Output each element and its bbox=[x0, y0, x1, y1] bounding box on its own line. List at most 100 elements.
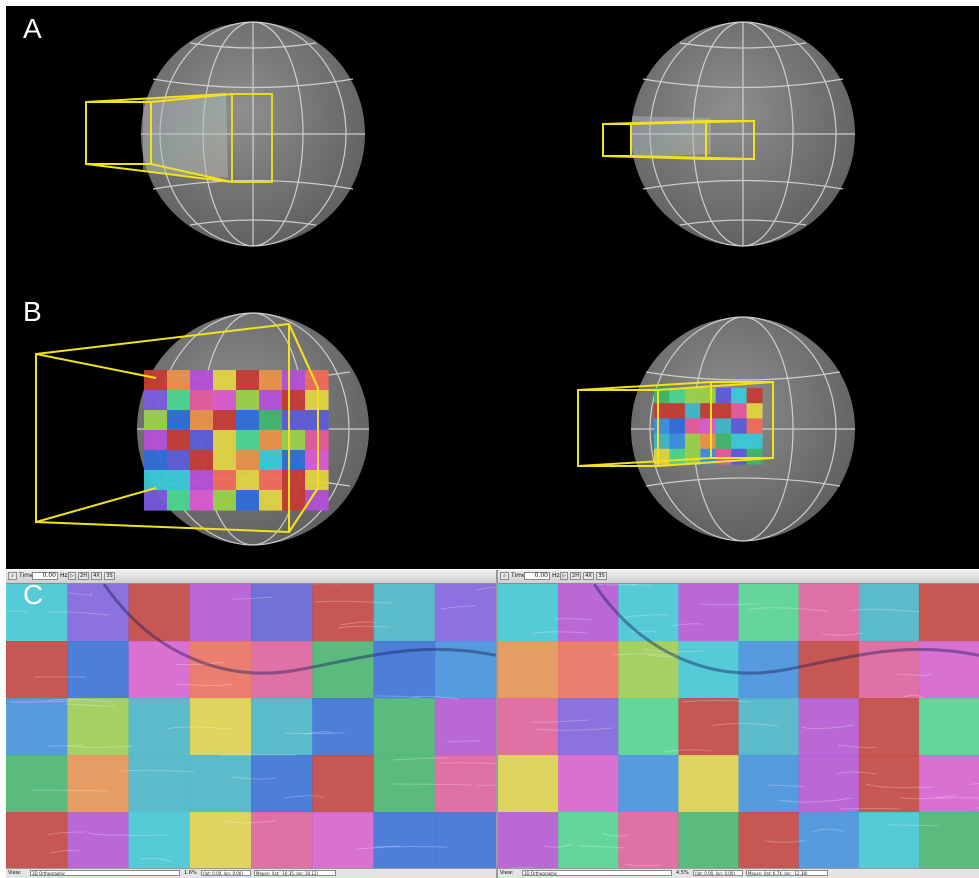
mouse-readout: Mouse: (lat: 6.74, lon: -12.38) bbox=[746, 870, 828, 876]
map-view-right: ⌕ Time: 0.00 Hz ▷ 2H 4X 3S View: 3D Orth… bbox=[496, 570, 979, 878]
map-tile bbox=[312, 698, 375, 756]
toolbar-button-2[interactable]: 4X bbox=[583, 572, 594, 580]
map-tile bbox=[746, 448, 763, 465]
map-tile bbox=[189, 755, 252, 813]
magnifier-icon[interactable]: ⌕ bbox=[8, 572, 17, 580]
map-tile bbox=[67, 641, 130, 699]
toolbar-left: ⌕ Time: 0.00 Hz ▷ 2H 4X 3S bbox=[6, 570, 496, 584]
map-tile bbox=[259, 410, 283, 431]
map-tile bbox=[144, 450, 168, 471]
map-tile bbox=[251, 641, 313, 699]
map-tile bbox=[618, 812, 679, 869]
map-tile bbox=[434, 584, 496, 642]
map-tile bbox=[498, 584, 559, 642]
map-tile bbox=[918, 584, 979, 642]
terrain-texture bbox=[6, 584, 496, 863]
map-tile bbox=[128, 755, 191, 813]
map-tile bbox=[251, 755, 313, 813]
toolbar-button-1[interactable]: 2H bbox=[570, 572, 581, 580]
coords-readout: (lat: 0.00, lon: 0.00) bbox=[201, 870, 251, 876]
toolbar-button-1[interactable]: 2H bbox=[78, 572, 89, 580]
map-tile bbox=[190, 410, 214, 431]
map-tile bbox=[738, 698, 800, 756]
map-tile bbox=[684, 418, 701, 435]
map-tile bbox=[654, 418, 670, 435]
map-tile bbox=[213, 450, 237, 471]
map-tile bbox=[312, 584, 375, 642]
toolbar-button-3[interactable]: 3S bbox=[104, 572, 115, 580]
map-tile bbox=[654, 403, 670, 419]
map-tile bbox=[798, 698, 860, 756]
map-tile bbox=[618, 698, 679, 756]
tile-grid-right bbox=[654, 388, 763, 465]
projection-select[interactable]: 3D Orthographic bbox=[522, 870, 672, 876]
map-tile bbox=[434, 641, 496, 699]
map-tile bbox=[251, 812, 313, 869]
map-tile bbox=[731, 388, 748, 404]
unit-label: Hz bbox=[552, 572, 560, 579]
map-tile bbox=[213, 430, 237, 451]
map-tile bbox=[858, 641, 920, 699]
map-tile bbox=[918, 812, 979, 869]
map-canvas-left[interactable] bbox=[6, 584, 496, 869]
map-tile bbox=[213, 490, 237, 511]
map-tile bbox=[167, 390, 191, 411]
map-tile bbox=[128, 584, 191, 642]
map-tile bbox=[858, 755, 920, 813]
map-tile bbox=[738, 755, 800, 813]
map-tile bbox=[6, 755, 68, 813]
play-icon[interactable]: ▷ bbox=[68, 572, 76, 580]
frustum-right bbox=[602, 120, 755, 160]
map-tile bbox=[798, 584, 860, 642]
map-tile bbox=[373, 698, 436, 756]
map-tile bbox=[213, 390, 237, 411]
toolbar-button-3[interactable]: 3S bbox=[596, 572, 607, 580]
map-canvas-right[interactable] bbox=[498, 584, 979, 869]
map-tile bbox=[189, 641, 252, 699]
map-tile bbox=[918, 755, 979, 813]
map-tile bbox=[282, 410, 306, 431]
map-tile bbox=[731, 403, 748, 419]
map-tile bbox=[434, 755, 496, 813]
map-tile bbox=[251, 698, 313, 756]
map-tile bbox=[373, 641, 436, 699]
map-tile bbox=[167, 450, 191, 471]
panel-a-scene bbox=[85, 21, 855, 247]
map-tile bbox=[858, 584, 920, 642]
time-input[interactable]: 0.00 bbox=[32, 572, 58, 580]
toolbar-button-2[interactable]: 4X bbox=[91, 572, 102, 580]
map-tile bbox=[282, 430, 306, 451]
map-tile bbox=[700, 403, 717, 419]
map-tile bbox=[6, 584, 68, 642]
map-tile bbox=[282, 390, 306, 411]
play-icon[interactable]: ▷ bbox=[560, 572, 568, 580]
map-tile bbox=[731, 418, 748, 435]
map-tile bbox=[498, 698, 559, 756]
frustum-right-b bbox=[577, 381, 774, 467]
map-tile bbox=[669, 433, 686, 450]
panel-b: B bbox=[6, 292, 979, 569]
map-tile bbox=[190, 370, 214, 391]
map-tile bbox=[305, 390, 329, 411]
map-tile bbox=[558, 641, 619, 699]
map-tile bbox=[558, 755, 619, 813]
map-tile bbox=[236, 370, 260, 391]
map-tile bbox=[251, 584, 313, 642]
map-tile bbox=[190, 430, 214, 451]
map-tile bbox=[305, 370, 329, 391]
map-tile bbox=[312, 812, 375, 869]
time-input[interactable]: 0.00 bbox=[524, 572, 550, 580]
frustum-left-b bbox=[35, 322, 319, 534]
map-tile bbox=[373, 812, 436, 869]
map-tile bbox=[282, 370, 306, 391]
map-tile bbox=[189, 698, 252, 756]
projection-select[interactable]: 3D Orthographic bbox=[30, 870, 180, 876]
map-tile bbox=[259, 430, 283, 451]
map-tile bbox=[236, 390, 260, 411]
map-tile bbox=[305, 430, 329, 451]
map-tile bbox=[373, 755, 436, 813]
map-tile bbox=[746, 418, 763, 435]
map-tile bbox=[684, 388, 701, 404]
magnifier-icon[interactable]: ⌕ bbox=[500, 572, 509, 580]
map-tile bbox=[498, 755, 559, 813]
